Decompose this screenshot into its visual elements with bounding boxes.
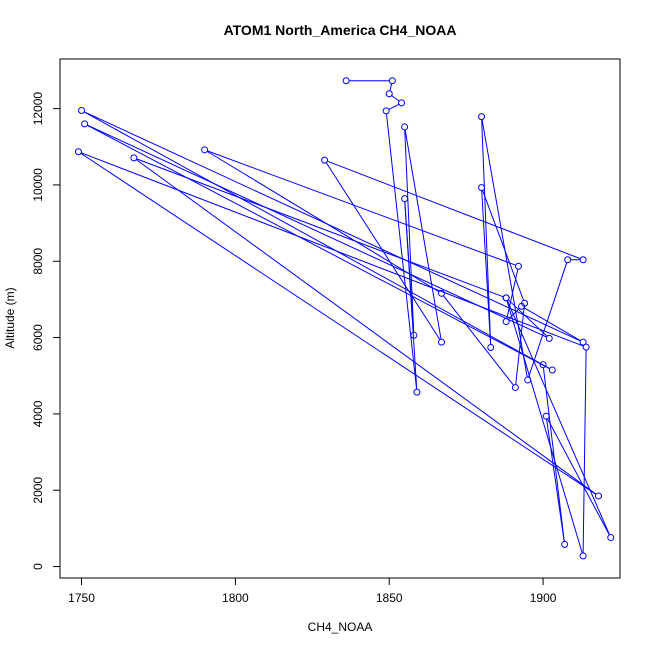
data-point xyxy=(539,361,547,369)
data-point xyxy=(545,334,553,342)
series-segment xyxy=(83,111,550,370)
data-point xyxy=(524,376,532,384)
y-tick-label: 10000 xyxy=(31,168,45,202)
series-segment xyxy=(523,307,581,342)
series-segment xyxy=(542,367,565,542)
y-tick-label: 0 xyxy=(31,563,45,570)
data-point xyxy=(579,552,587,560)
series-segment xyxy=(135,159,597,495)
x-axis-label: CH4_NOAA xyxy=(308,620,373,634)
x-tick-label: 1850 xyxy=(376,591,403,605)
series-segment xyxy=(87,124,547,338)
series-segment xyxy=(391,95,400,102)
data-point xyxy=(548,366,556,374)
series-segment xyxy=(528,262,568,378)
data-point xyxy=(321,156,329,164)
series-segment xyxy=(87,124,550,370)
data-point xyxy=(511,384,519,392)
series-segment xyxy=(546,419,565,542)
data-point xyxy=(130,154,138,162)
data-point xyxy=(564,256,572,264)
y-tick-label: 8000 xyxy=(31,248,45,275)
data-point xyxy=(81,120,89,128)
y-tick-label: 6000 xyxy=(31,324,45,351)
y-axis-ticks: 0 2000 4000 6000 8000 10000 12000 xyxy=(31,92,60,570)
series-segment xyxy=(506,269,519,319)
chart-title: ATOM1 North_America CH4_NOAA xyxy=(224,22,457,38)
series-segment xyxy=(506,300,583,554)
y-axis-label: Altitude (m) xyxy=(3,287,17,348)
data-point xyxy=(342,77,350,85)
data-point xyxy=(385,90,393,98)
series-segment xyxy=(507,299,548,337)
data-point xyxy=(561,540,569,548)
data-point xyxy=(201,146,209,154)
series-points xyxy=(74,77,615,560)
plot-frame xyxy=(59,58,621,579)
data-point xyxy=(401,195,409,203)
data-point xyxy=(382,107,390,115)
data-point xyxy=(74,148,82,156)
y-tick-label: 12000 xyxy=(31,92,45,126)
series-segment xyxy=(81,152,584,347)
data-point xyxy=(78,107,86,115)
series-segment xyxy=(404,201,415,333)
data-point xyxy=(398,99,406,107)
data-point xyxy=(401,123,409,131)
data-point xyxy=(514,262,522,270)
x-tick-label: 1900 xyxy=(530,591,557,605)
data-point xyxy=(478,184,486,192)
data-point xyxy=(388,77,396,85)
data-point xyxy=(542,412,550,420)
series-segment xyxy=(84,111,581,342)
series-segment xyxy=(327,160,581,260)
series-segment xyxy=(481,119,492,345)
data-point xyxy=(438,289,446,297)
data-point xyxy=(518,302,526,310)
series-segment xyxy=(442,295,514,386)
data-point xyxy=(582,343,590,351)
x-tick-label: 1800 xyxy=(222,591,249,605)
data-point xyxy=(579,338,587,346)
series-segment xyxy=(506,300,611,535)
data-point xyxy=(478,113,486,121)
data-point xyxy=(502,294,510,302)
data-point xyxy=(502,318,510,326)
series-segment xyxy=(388,103,400,110)
data-point xyxy=(607,534,615,542)
series-segment xyxy=(389,83,393,91)
data-point xyxy=(410,331,418,339)
series-segment xyxy=(404,129,415,333)
data-point xyxy=(579,256,587,264)
y-tick-label: 4000 xyxy=(31,400,45,427)
y-tick-label: 2000 xyxy=(31,477,45,504)
x-axis-ticks: 1750 1800 1850 1900 xyxy=(68,578,557,605)
series-segment xyxy=(404,129,442,340)
series-segment xyxy=(582,350,587,553)
series-lines xyxy=(80,80,611,554)
series-segment xyxy=(547,418,610,536)
data-point xyxy=(487,344,495,352)
data-point xyxy=(413,388,421,396)
series-segment xyxy=(80,152,597,495)
series-segment xyxy=(136,158,504,298)
series-segment xyxy=(207,150,516,266)
series-segment xyxy=(481,190,492,345)
data-point xyxy=(438,338,446,346)
series-segment xyxy=(385,113,418,390)
x-tick-label: 1750 xyxy=(68,591,95,605)
series-segment xyxy=(482,190,525,301)
data-point xyxy=(594,492,602,500)
